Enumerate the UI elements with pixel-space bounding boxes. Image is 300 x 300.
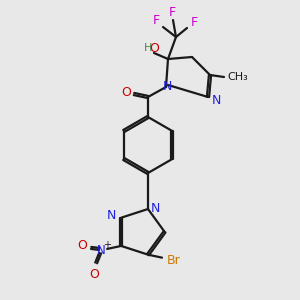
Text: N: N (162, 80, 172, 92)
Text: N: N (211, 94, 221, 107)
Text: O: O (121, 85, 131, 98)
Text: CH₃: CH₃ (228, 72, 248, 82)
Text: Br: Br (167, 254, 181, 267)
Text: N: N (106, 209, 116, 222)
Text: N: N (97, 244, 106, 257)
Text: +: + (103, 240, 111, 250)
Text: O: O (149, 41, 159, 55)
Text: H: H (144, 43, 152, 53)
Text: O: O (77, 239, 87, 252)
Text: F: F (190, 16, 198, 29)
Text: O: O (89, 268, 99, 281)
Text: N: N (150, 202, 160, 215)
Text: F: F (152, 14, 160, 28)
Text: F: F (168, 5, 175, 19)
